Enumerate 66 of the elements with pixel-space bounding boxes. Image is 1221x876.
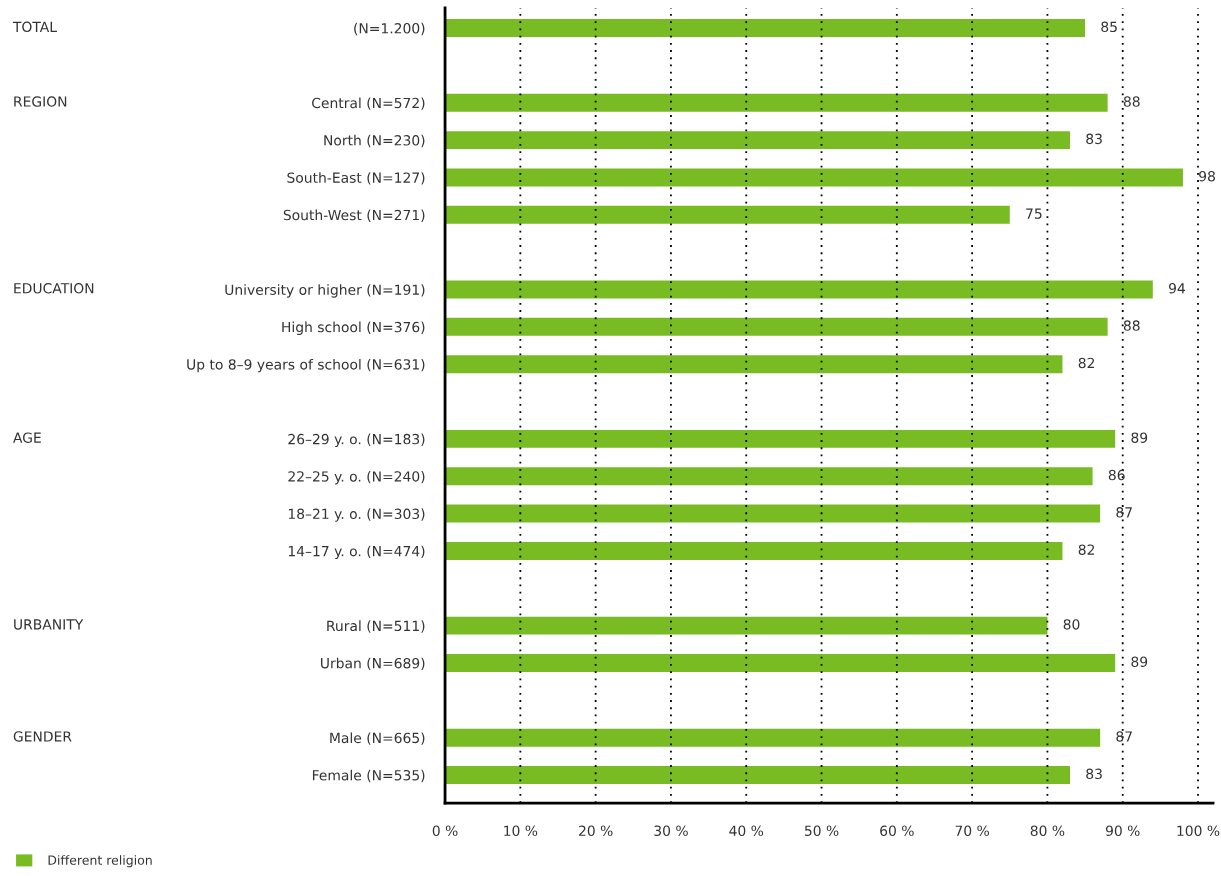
data-label: 80 <box>1063 619 1080 630</box>
bar <box>445 541 1063 560</box>
data-label: 98 <box>1199 170 1215 182</box>
y-tick-label: South-East (N=127) <box>287 172 425 185</box>
x-tick-label: 0 % <box>432 825 458 836</box>
x-tick-label: 60 % <box>880 825 914 836</box>
bar <box>445 766 1070 784</box>
y-tick-label: Male (N=665) <box>330 732 425 745</box>
bar <box>445 19 1086 38</box>
bar <box>445 467 1093 486</box>
y-tick-label: North (N=230) <box>324 134 425 148</box>
data-label: 89 <box>1131 432 1148 443</box>
x-tick-label: 10 % <box>504 825 538 836</box>
y-tick-label: Urban (N=689) <box>321 657 425 671</box>
y-tick-label: Central (N=572) <box>312 97 425 110</box>
data-label: 85 <box>1101 21 1117 33</box>
data-label: 89 <box>1131 656 1148 667</box>
y-tick-label: 22–25 y. o. (N=240) <box>288 470 425 485</box>
y-tick-label: (N=1.200) <box>354 22 425 36</box>
text: REGION <box>14 96 67 107</box>
x-tick-label: 30 % <box>654 825 688 836</box>
x-tick-label: 70 % <box>955 825 989 836</box>
y-tick-label: South-West (N=271) <box>283 209 425 222</box>
text: URBANITY <box>14 619 84 630</box>
bar <box>445 616 1048 635</box>
x-tick-label: 40 % <box>729 825 764 836</box>
data-label: 87 <box>1116 731 1132 742</box>
text: AGE <box>13 432 41 443</box>
y-tick-label: 26–29 y. o. (N=183) <box>288 433 425 448</box>
data-label: 83 <box>1086 133 1102 145</box>
data-label: 94 <box>1168 283 1185 294</box>
bar <box>445 205 1010 224</box>
text: GENDER <box>13 731 72 742</box>
data-label: 75 <box>1026 208 1042 219</box>
y-tick-label: Female (N=535) <box>312 769 425 783</box>
y-tick-label: Rural (N=511) <box>327 620 425 633</box>
bar <box>445 355 1063 374</box>
text: TOTAL <box>12 21 57 33</box>
bar <box>445 280 1153 299</box>
y-tick-label: University or higher (N=191) <box>225 284 425 298</box>
bar <box>445 317 1108 336</box>
y-tick-label: 18–21 y. o. (N=303) <box>288 508 425 522</box>
data-label: 87 <box>1116 507 1132 518</box>
bar <box>445 728 1101 747</box>
legend-label: Different religion <box>48 855 152 868</box>
data-label: 82 <box>1078 357 1095 369</box>
y-tick-label: High school (N=376) <box>282 321 425 335</box>
bar <box>445 131 1070 150</box>
data-label: 82 <box>1078 544 1095 555</box>
y-tick-label: Up to 8–9 years of school (N=631) <box>187 358 425 373</box>
bar <box>445 93 1108 112</box>
x-tick-label: 90 % <box>1105 825 1140 836</box>
x-tick-label: 50 % <box>804 825 839 836</box>
data-label: 83 <box>1086 768 1102 780</box>
bar <box>445 168 1183 187</box>
x-tick-label: 80 % <box>1030 825 1065 836</box>
x-tick-label: 100 % <box>1177 825 1220 836</box>
data-label: 86 <box>1108 469 1125 481</box>
text: EDUCATION <box>14 283 94 294</box>
data-label: 88 <box>1123 320 1140 331</box>
bar <box>445 654 1116 672</box>
bar <box>445 429 1116 448</box>
data-label: 88 <box>1123 96 1140 107</box>
x-tick-label: 20 % <box>579 825 613 836</box>
y-tick-label: 14–17 y. o. (N=474) <box>288 545 425 560</box>
bar <box>445 504 1101 523</box>
